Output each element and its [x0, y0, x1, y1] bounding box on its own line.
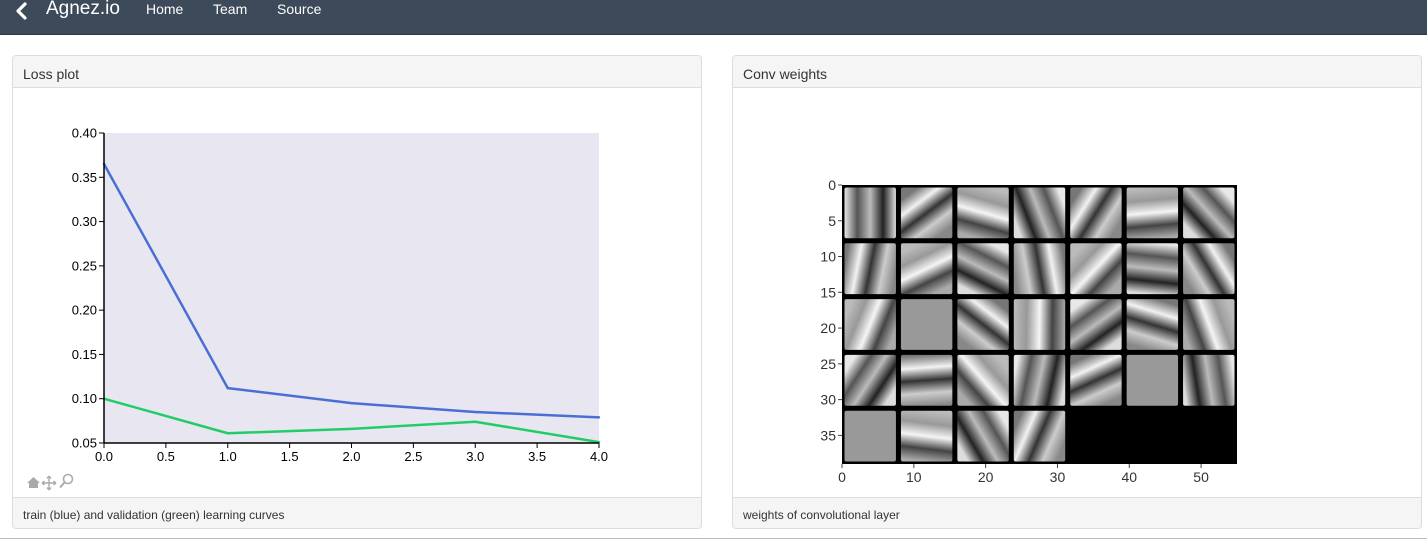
pan-icon-shape: [41, 475, 57, 491]
y-tick-label: 0.40: [72, 126, 97, 141]
nav-link-home[interactable]: Home: [146, 1, 184, 17]
home-icon-shape: [27, 477, 40, 488]
panel-title: Loss plot: [13, 56, 701, 88]
filter-tile: [1126, 354, 1179, 406]
filter-tile: [1070, 354, 1122, 406]
x-tick-label: 3.0: [466, 449, 484, 464]
filter-tile: [900, 187, 953, 239]
conv-weights-chart: 0 5 10 15 20 25 30 35 0 10 20 30 40 50: [820, 177, 1237, 485]
home-icon[interactable]: [27, 477, 40, 488]
filter-tile: [1183, 299, 1235, 350]
pan-icon[interactable]: [41, 475, 57, 491]
filter-tile: [1013, 354, 1066, 406]
y-tick-label: 30: [820, 392, 836, 408]
data-point: [350, 427, 353, 431]
x-tick-label: 50: [1193, 469, 1209, 485]
x-tick-label: 1.5: [281, 449, 299, 464]
filter-tile: [1013, 187, 1066, 239]
conv-weights-panel: Conv weights 0 5 10 15 20 25 30 35 0 10 20 30 40 50 w…: [732, 55, 1422, 529]
chart-toolbar: [27, 473, 74, 491]
filter-tile: [1126, 299, 1179, 350]
x-tick-label: 2.0: [342, 449, 360, 464]
x-tick-label: 10: [906, 469, 922, 485]
filter-tile: [1183, 243, 1235, 295]
filter-tile: [900, 299, 953, 350]
nav-link-team[interactable]: Team: [213, 1, 248, 17]
x-tick-label: 4.0: [590, 449, 608, 464]
loss-chart: 0.05 0.10 0.15 0.20 0.25 0.30 0.35 0.40 0.0 0.5 1.…: [27, 126, 608, 491]
brand-logo[interactable]: Agnez.io: [46, 0, 120, 19]
filter-tile: [844, 354, 896, 406]
data-point: [474, 420, 477, 423]
x-tick-label: 2.5: [404, 449, 422, 464]
y-tick-label: 35: [820, 427, 836, 443]
filter-tile: [1013, 299, 1066, 350]
filter-tile: [844, 243, 896, 295]
data-point: [474, 410, 477, 414]
y-tick-label: 0.25: [72, 258, 97, 273]
y-tick-label: 0.30: [72, 214, 97, 229]
filter-tile: [844, 410, 896, 462]
x-tick-label: 30: [1050, 469, 1066, 485]
data-point: [350, 401, 353, 405]
filter-tile: [1126, 187, 1179, 239]
y-tick-label: 15: [820, 284, 836, 300]
data-point: [226, 432, 229, 435]
y-tick-label: 25: [820, 356, 836, 372]
chevron-left-icon[interactable]: [12, 1, 32, 21]
filter-tile: [900, 410, 953, 462]
y-tick-label: 5: [828, 213, 836, 229]
filter-tile: [1070, 299, 1122, 350]
filter-tile: [1013, 243, 1066, 295]
filter-tile: [957, 187, 1009, 239]
y-tick-label: 0.10: [72, 391, 97, 406]
filter-tile: [1070, 243, 1122, 295]
x-tick-label: 0: [838, 469, 846, 485]
filter-tile: [900, 243, 953, 295]
filter-tile: [957, 299, 1009, 350]
y-tick-label: 0: [828, 177, 836, 193]
data-point: [226, 386, 229, 390]
x-tick-label: 3.5: [528, 449, 546, 464]
filter-tile: [957, 354, 1009, 406]
loss-plot-panel: Loss plot 0.05 0.10 0.15 0.20 0.25 0.30 0.35 0.…: [12, 55, 702, 529]
y-tick-label: 0.05: [72, 436, 97, 451]
page-bottom-divider: [0, 538, 1427, 539]
x-tick-label: 1.0: [219, 449, 237, 464]
panel-footer: weights of convolutional layer: [733, 497, 1421, 528]
y-tick-label: 0.20: [72, 303, 97, 318]
filter-tile: [1070, 187, 1122, 239]
nav-link-source[interactable]: Source: [277, 1, 322, 17]
panel-title: Conv weights: [733, 56, 1421, 88]
navbar: Agnez.io Home Team Source: [0, 0, 1427, 35]
y-tick-label: 0.35: [72, 170, 97, 185]
x-tick-label: 0.0: [95, 449, 113, 464]
y-tick-label: 20: [820, 320, 836, 336]
filter-tile: [844, 299, 896, 350]
x-tick-label: 40: [1121, 469, 1137, 485]
y-tick-label: 10: [820, 249, 836, 265]
zoom-icon[interactable]: [59, 473, 74, 489]
filter-tile: [844, 187, 896, 239]
filter-tile: [957, 243, 1009, 295]
zoom-icon-handle: [59, 481, 66, 489]
filter-tile: [1183, 354, 1235, 406]
filter-tile: [1013, 410, 1066, 462]
data-point: [597, 416, 601, 419]
filter-tile: [900, 354, 953, 406]
filter-tile: [957, 410, 1009, 462]
x-tick-label: 0.5: [157, 449, 175, 464]
x-tick-label: 20: [978, 469, 994, 485]
filter-tile: [1126, 243, 1179, 295]
filter-tile: [1183, 187, 1235, 239]
zoom-icon-lens: [62, 473, 74, 485]
plot-background: [104, 133, 599, 443]
y-tick-label: 0.15: [72, 347, 97, 362]
panel-footer: train (blue) and validation (green) lear…: [13, 497, 701, 528]
